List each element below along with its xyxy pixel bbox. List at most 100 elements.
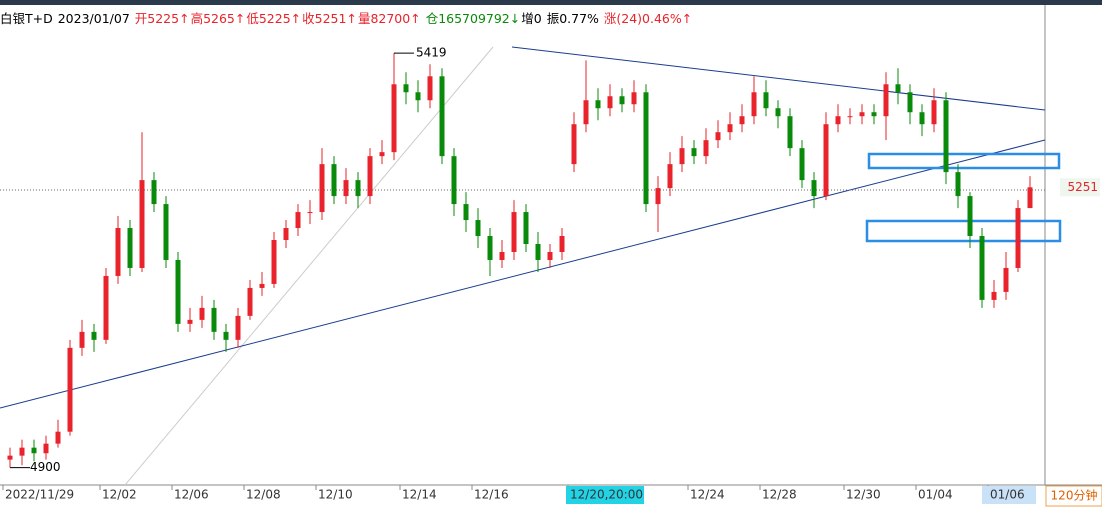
body [583,100,589,125]
body [847,116,853,118]
x-tick-label: 2022/11/29 [5,488,74,502]
body [283,228,289,241]
body [475,220,481,237]
body [1015,208,1021,268]
body [679,148,685,165]
body [919,112,925,125]
highlight-box [867,152,1061,170]
body [427,76,433,101]
body [19,447,25,456]
x-tick-label: 12/10 [318,488,353,502]
body [115,228,121,276]
body [655,188,661,205]
body [1027,187,1033,209]
body [571,124,577,165]
change: 涨(24)0.46%↑ [603,11,693,26]
body [871,112,877,117]
body [835,116,841,125]
body [139,180,145,268]
top-bar [0,0,1102,5]
body [703,140,709,157]
x-tick-label: 12/06 [174,488,209,502]
body [787,116,793,149]
body [979,236,985,300]
x-tick-label: 12/28 [762,488,797,502]
body [547,251,553,260]
body [859,112,865,117]
x-tick-label: 12/16 [474,488,509,502]
body [271,240,277,284]
high-annotation: 5419 [416,46,447,60]
body [619,96,625,105]
body [907,92,913,113]
body [451,156,457,205]
cursor-label-box [566,486,644,504]
body [463,204,469,221]
x-tick-label: 12/02 [102,488,137,502]
x-tick-label: 01/06 [990,488,1025,502]
symbol: 白银T+D [0,11,53,26]
body [259,283,265,288]
body [55,431,61,444]
last-price-box [1060,178,1100,197]
body [163,204,169,260]
body [307,212,313,214]
body [775,108,781,117]
body [643,92,649,205]
body [235,315,241,340]
body [175,259,181,324]
x-tick-label: 12/24 [690,488,725,502]
body [595,100,601,109]
body [823,124,829,197]
body [751,92,757,117]
body [403,84,409,93]
body [319,164,325,213]
body [943,100,949,173]
body [295,212,301,229]
body [1003,267,1009,292]
amplitude: 振0.77% [546,11,599,26]
body [343,180,349,197]
date: 2023/01/07 [57,11,130,26]
body [355,180,361,197]
x-tick-label: 12/14 [402,488,437,502]
body [535,244,541,260]
body [91,331,97,340]
body [967,196,973,237]
body [379,152,385,157]
change-pos: 增0 [521,11,542,26]
body [187,319,193,324]
x-tick-label: 12/20,20:00 [570,488,643,502]
body [151,180,157,205]
trend-line [511,46,1046,111]
body [607,96,613,109]
body [955,172,961,197]
trend-line [124,46,494,486]
body [811,180,817,197]
body [103,275,109,340]
body [391,84,397,153]
body [31,447,37,454]
trend-line [0,139,1046,409]
header: 白银T+D 2023/01/07 开5225↑高5265↑低5225↑收5251… [0,8,693,27]
body [127,228,133,268]
body [739,116,745,125]
body [415,92,421,101]
body [931,100,937,125]
body [799,148,805,181]
body [715,132,721,141]
candles [7,53,1033,468]
close: 收5251↑ [302,11,357,26]
low-annotation: 4900 [30,460,61,474]
body [727,124,733,133]
body [487,236,493,260]
body [223,331,229,340]
body [691,148,697,157]
body [439,76,445,157]
body [43,443,49,454]
body [523,212,529,245]
body [499,251,505,260]
x-tick-label: 12/08 [246,488,281,502]
